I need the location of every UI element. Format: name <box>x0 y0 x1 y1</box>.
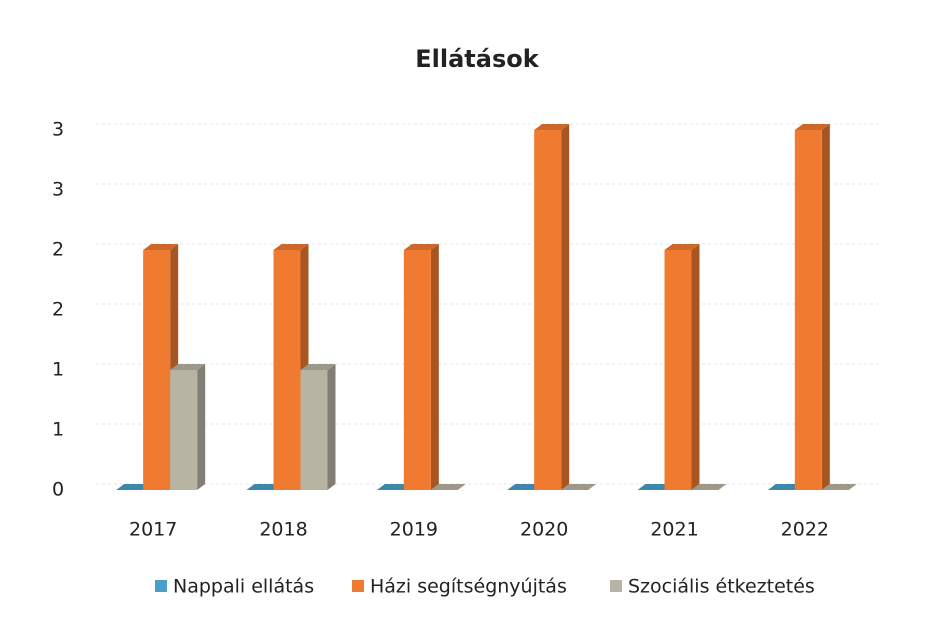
legend-label: Nappali ellátás <box>173 576 314 598</box>
bar-top <box>143 244 179 250</box>
y-tick-label: 1 <box>52 419 64 441</box>
bar-top <box>664 244 700 250</box>
bar-top <box>691 484 727 490</box>
legend-swatch <box>610 580 622 592</box>
chart-title: Ellátások <box>415 45 539 73</box>
bar <box>170 370 198 490</box>
bar-side <box>197 364 206 490</box>
y-tick-label: 2 <box>52 239 64 261</box>
x-tick-label: 2022 <box>781 519 829 541</box>
bar-top <box>170 364 206 370</box>
x-tick-label: 2019 <box>390 519 438 541</box>
bar-top <box>376 484 412 490</box>
bar-top <box>507 484 543 490</box>
bar-side <box>327 364 336 490</box>
bar-side <box>430 244 439 490</box>
y-tick-label: 1 <box>52 359 64 381</box>
legend-label: Házi segítségnyújtás <box>370 576 567 598</box>
bar <box>403 250 431 490</box>
bar-side <box>821 124 830 490</box>
y-tick-label: 3 <box>52 119 64 141</box>
bar-top <box>116 484 152 490</box>
bar-top <box>637 484 673 490</box>
bar-top <box>821 484 857 490</box>
bar <box>143 250 171 490</box>
bar-top <box>246 484 282 490</box>
y-tick-label: 2 <box>52 299 64 321</box>
bar <box>534 130 562 490</box>
x-tick-label: 2021 <box>650 519 698 541</box>
y-tick-label: 0 <box>52 479 64 501</box>
bar-top <box>430 484 466 490</box>
bar-top <box>403 244 439 250</box>
bar-top <box>273 244 309 250</box>
x-tick-label: 2020 <box>520 519 568 541</box>
bar-top <box>300 364 336 370</box>
legend-swatch <box>155 580 167 592</box>
bar-side <box>561 124 570 490</box>
legend-label: Szociális étkeztetés <box>628 576 815 598</box>
bar <box>273 250 301 490</box>
bar-top <box>794 124 830 130</box>
bar <box>794 130 822 490</box>
y-tick-label: 3 <box>52 179 64 201</box>
legend-swatch <box>352 580 364 592</box>
bar <box>664 250 692 490</box>
x-tick-label: 2018 <box>259 519 307 541</box>
bar <box>300 370 328 490</box>
bar-side <box>691 244 700 490</box>
bar-top <box>534 124 570 130</box>
bar-top <box>561 484 597 490</box>
x-tick-label: 2017 <box>129 519 177 541</box>
bar-top <box>767 484 803 490</box>
